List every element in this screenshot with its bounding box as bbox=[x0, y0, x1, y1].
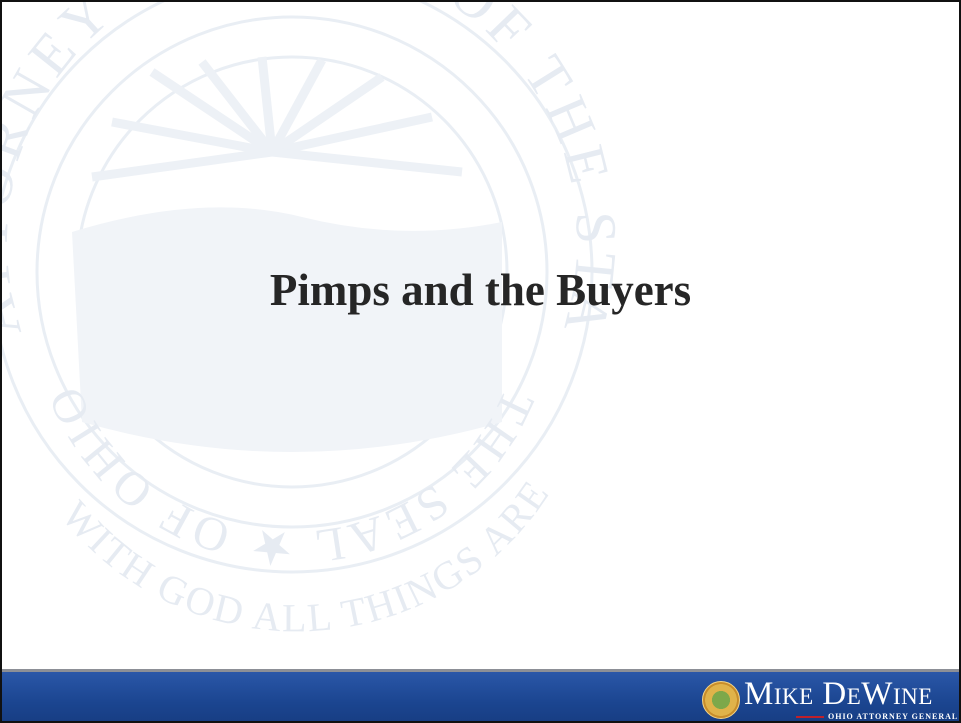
seal-watermark: ATTORNEY GENERAL OF THE STATE OF OHIO TH… bbox=[2, 2, 959, 669]
page: ATTORNEY GENERAL OF THE STATE OF OHIO TH… bbox=[0, 0, 961, 723]
seal-landscape bbox=[72, 207, 502, 452]
slide-title: Pimps and the Buyers bbox=[2, 264, 959, 316]
footer-seal-logo bbox=[702, 681, 740, 719]
footer-bar: Mike DeWine OHIO ATTORNEY GENERAL bbox=[2, 669, 959, 723]
footer-office: OHIO ATTORNEY GENERAL bbox=[792, 712, 961, 721]
seal-rays bbox=[92, 57, 462, 177]
slide: ATTORNEY GENERAL OF THE STATE OF OHIO TH… bbox=[0, 0, 961, 723]
footer-name: Mike DeWine bbox=[744, 676, 933, 713]
